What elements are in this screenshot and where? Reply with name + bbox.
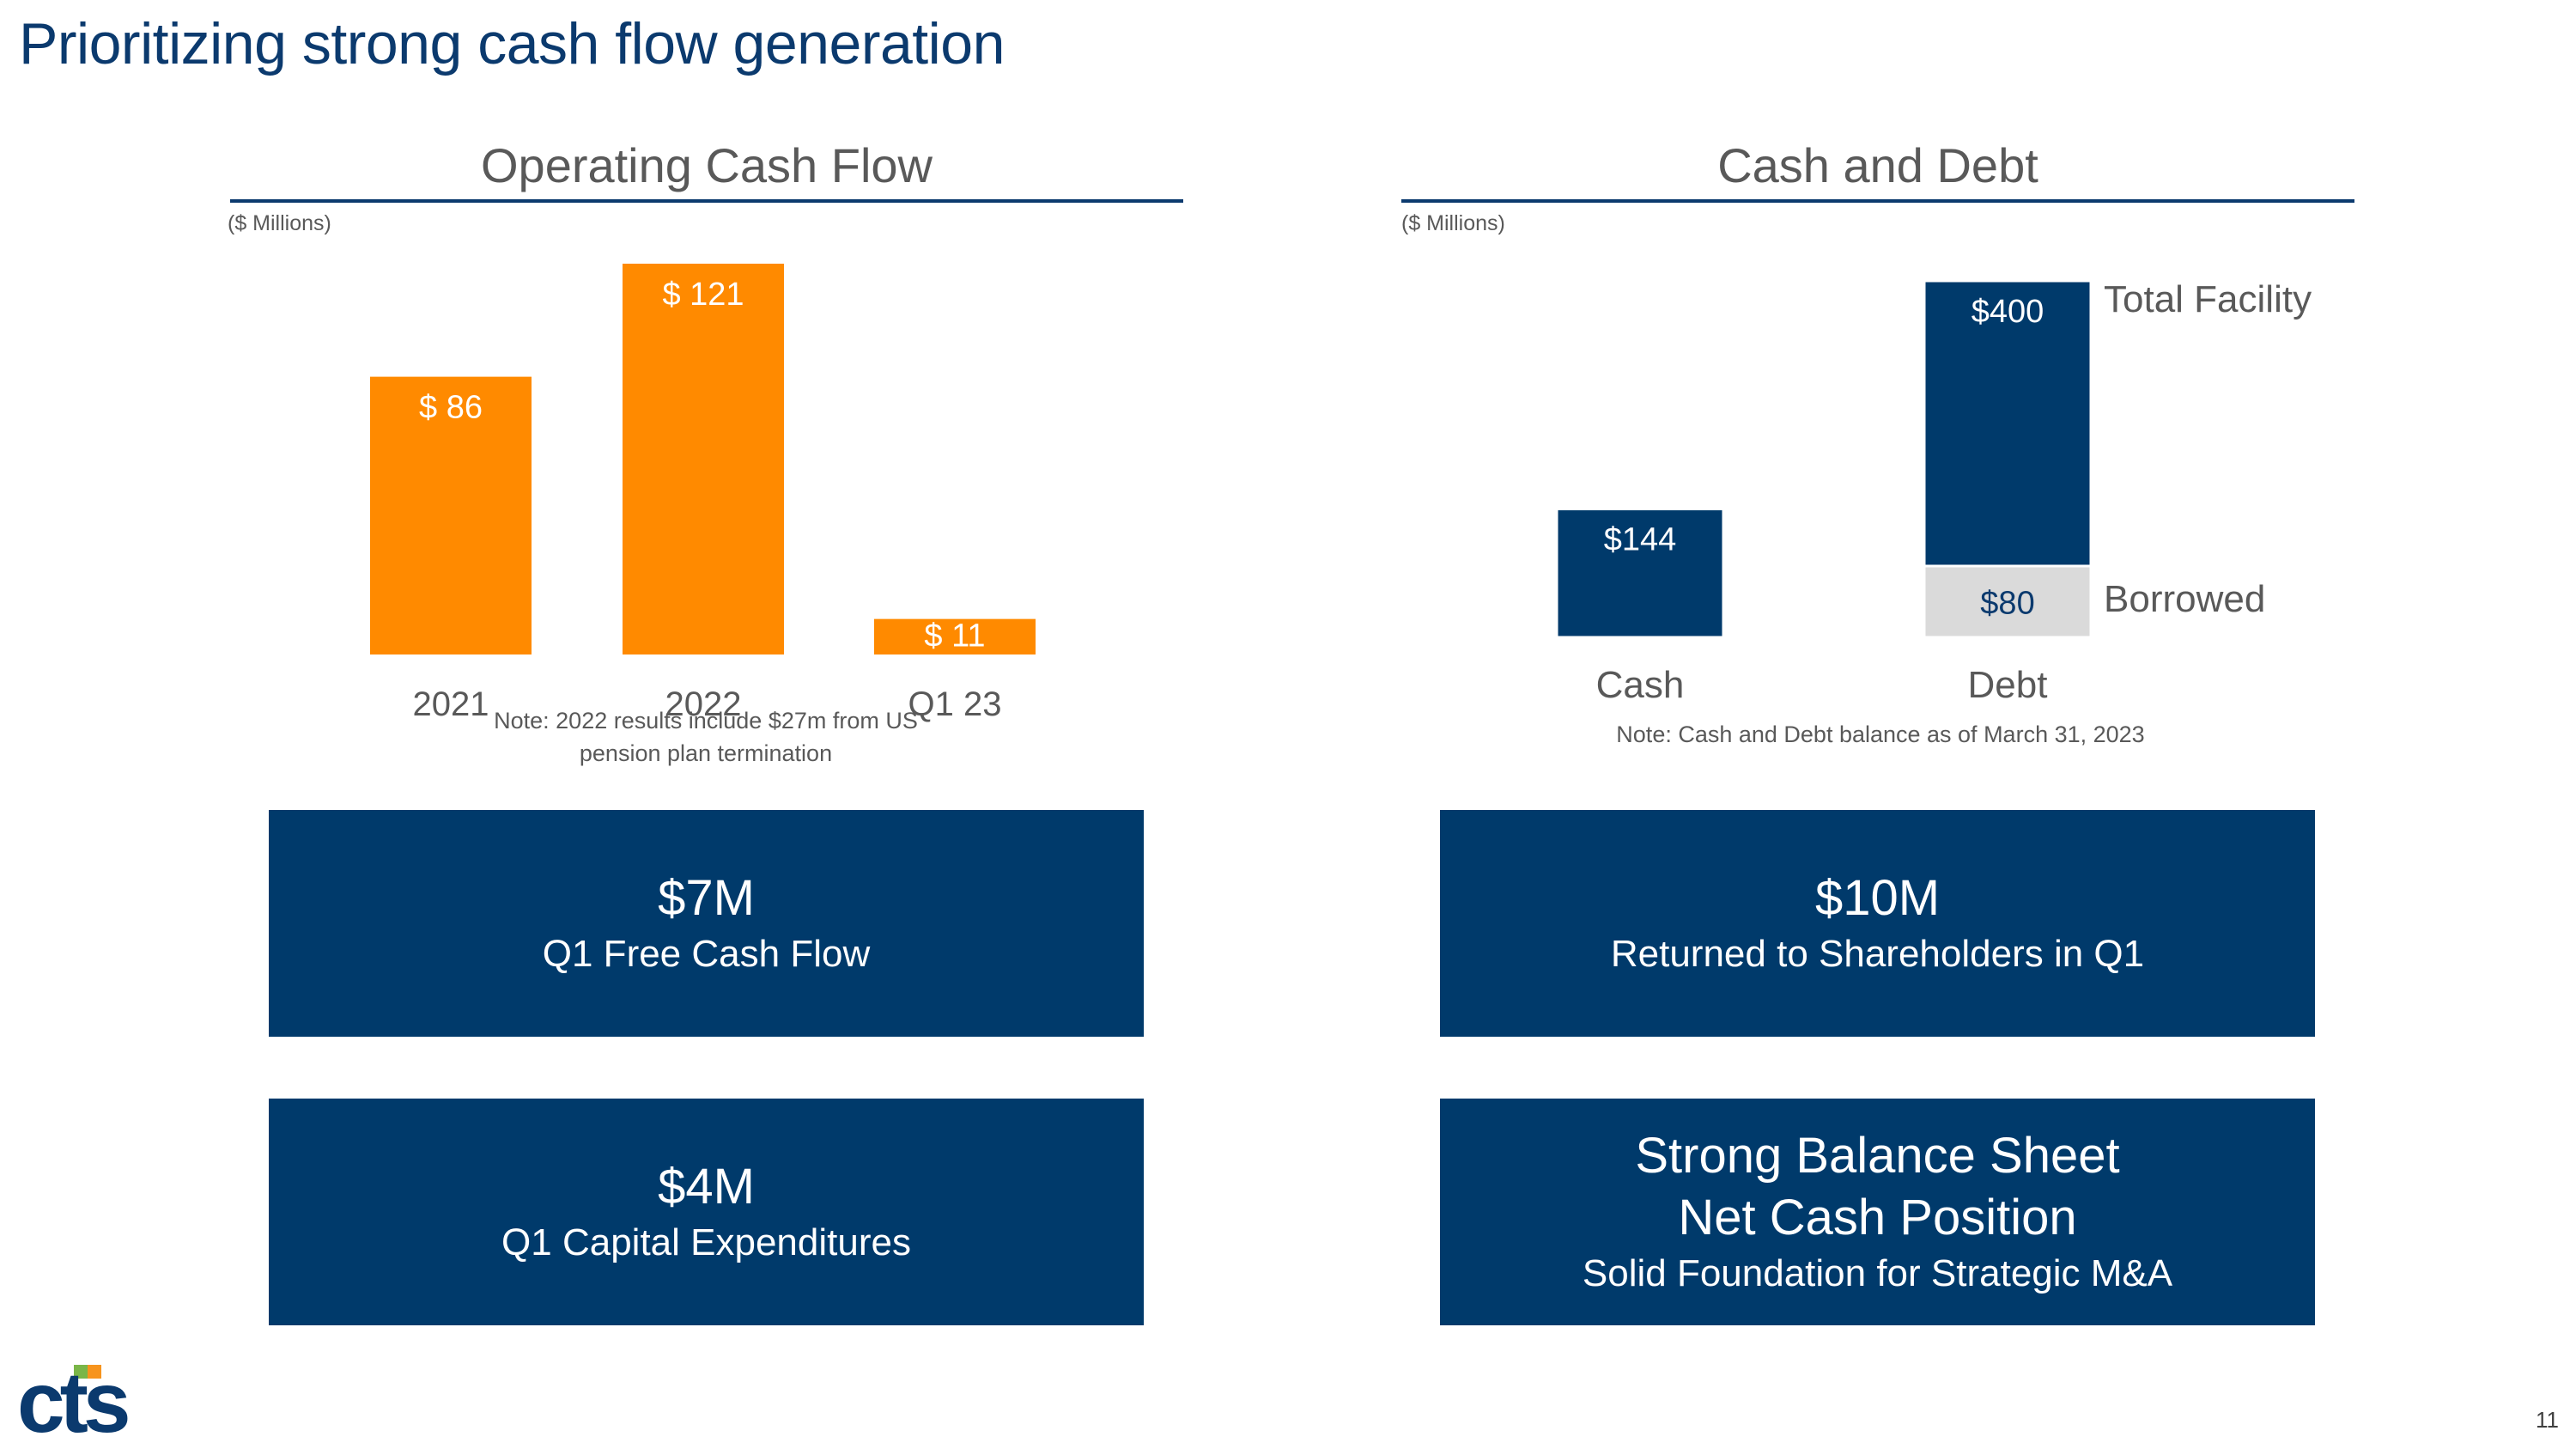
logo-orange-square — [88, 1365, 101, 1379]
cash-debt-chart-title: Cash and Debt — [1717, 138, 2038, 192]
total-facility-label: Total Facility — [2104, 278, 2312, 320]
cash-debt-note: Note: Cash and Debt balance as of March … — [1616, 721, 2145, 747]
cash-debt-data-label: $400 — [1971, 294, 2044, 330]
kpi-balance-sheet-label: Solid Foundation for Strategic M&A — [1582, 1252, 2173, 1294]
logo-green-square — [74, 1365, 88, 1379]
kpi-balance-sheet-line1: Strong Balance Sheet — [1635, 1128, 2120, 1184]
ocf-bar-q1-23 — [874, 618, 1036, 654]
ocf-category-label: Q1 23 — [908, 685, 1002, 723]
cash-debt-data-label: $144 — [1604, 522, 1677, 558]
ocf-units-label: ($ Millions) — [228, 211, 331, 235]
kpi-returned-to-shareholders: $10M Returned to Shareholders in Q1 — [1440, 810, 2315, 1037]
kpi-free-cash-flow: $7M Q1 Free Cash Flow — [269, 810, 1144, 1037]
kpi-returned-label: Returned to Shareholders in Q1 — [1610, 933, 2145, 975]
kpi-free-cash-flow-value: $7M — [658, 870, 755, 926]
kpi-capex-label: Q1 Capital Expenditures — [501, 1221, 911, 1263]
logo-text: cts — [17, 1361, 128, 1439]
kpi-capex-value: $4M — [658, 1159, 755, 1215]
kpi-balance-sheet: Strong Balance Sheet Net Cash Position S… — [1440, 1099, 2315, 1325]
cash-debt-bar-debt-seg1 — [1923, 564, 2093, 639]
borrowed-label: Borrowed — [2104, 578, 2265, 620]
ocf-data-label: $ 86 — [419, 390, 483, 426]
cts-logo: cts — [17, 1361, 133, 1439]
cash-debt-category-label: Debt — [1968, 664, 2048, 706]
kpi-free-cash-flow-label: Q1 Free Cash Flow — [542, 933, 871, 975]
ocf-category-label: 2022 — [665, 685, 742, 723]
cash-debt-data-label: $80 — [1980, 586, 2034, 622]
page-title: Prioritizing strong cash flow generation — [19, 11, 1005, 76]
cash-debt-category-label: Cash — [1596, 664, 1685, 706]
kpi-balance-sheet-line2: Net Cash Position — [1678, 1190, 2077, 1245]
ocf-chart-title: Operating Cash Flow — [480, 138, 933, 192]
kpi-returned-value: $10M — [1814, 870, 1941, 926]
ocf-title-rule — [230, 199, 1183, 203]
ocf-data-label: $ 121 — [662, 277, 744, 313]
ocf-bar-2022 — [623, 264, 784, 654]
ocf-category-label: 2021 — [413, 685, 489, 723]
cash-debt-bar-cash-seg0 — [1555, 508, 1725, 639]
page-number: 11 — [2536, 1407, 2559, 1433]
ocf-bar-2021 — [370, 376, 532, 654]
cash-debt-title-rule — [1401, 199, 2354, 203]
cash-debt-bar-debt-seg2 — [1923, 279, 2093, 568]
kpi-capital-expenditures: $4M Q1 Capital Expenditures — [269, 1099, 1144, 1325]
ocf-note: Note: 2022 results include $27m from US … — [494, 708, 918, 766]
cash-debt-units-label: ($ Millions) — [1401, 211, 1505, 235]
ocf-data-label: $ 11 — [924, 618, 985, 654]
